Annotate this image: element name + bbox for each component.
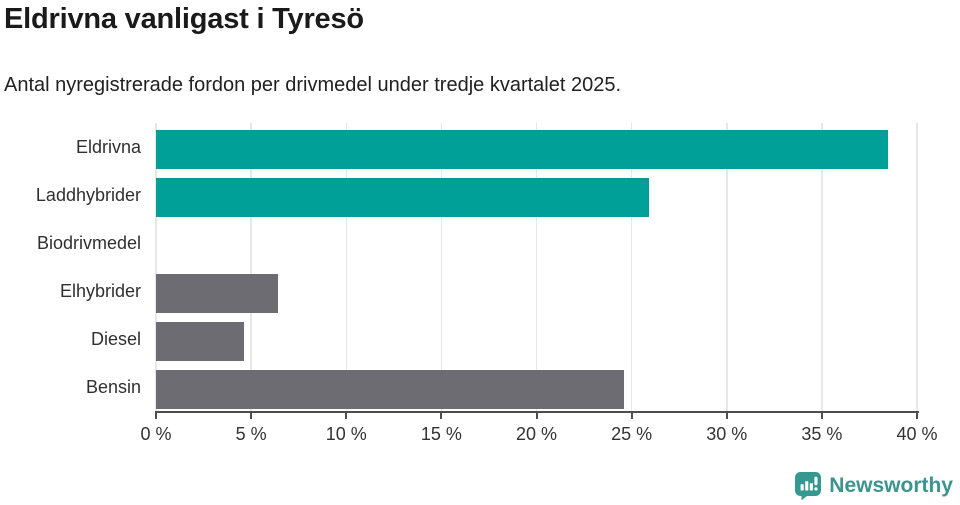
x-axis-tick-label-40: 40 % <box>896 424 938 444</box>
category-label-diesel: Diesel <box>90 328 141 349</box>
x-axis-tick-label-20: 20 % <box>515 424 558 444</box>
newsworthy-logo[interactable]: Newsworthy <box>794 471 953 501</box>
gridline-20 <box>535 123 538 411</box>
x-axis-tick-label-25: 25 % <box>611 424 653 444</box>
category-label-eldrivna: Eldrivna <box>75 136 141 157</box>
bar-elhybrider <box>156 274 278 313</box>
x-axis-tick-35 <box>820 413 823 419</box>
gridline-10 <box>345 123 347 411</box>
newsworthy-wordmark: Newsworthy <box>829 474 953 497</box>
x-axis-tick-label-5: 5 % <box>235 424 267 444</box>
x-axis-tick-label-0: 0 % <box>140 424 172 444</box>
x-axis-tick-label-15: 15 % <box>420 424 462 444</box>
x-axis-tick-label-30: 30 % <box>706 424 748 444</box>
gridline-25 <box>630 123 633 411</box>
bar-bensin <box>156 370 624 409</box>
x-axis-tick-label-10: 10 % <box>325 424 367 444</box>
x-axis-line <box>154 410 919 413</box>
gridline-5 <box>250 123 252 411</box>
chart-title: Eldrivna vanligast i Tyresö <box>4 3 364 35</box>
x-axis-tick-30 <box>725 413 728 419</box>
x-axis-tick-10 <box>345 413 348 419</box>
newsworthy-chart-bubble-icon <box>795 472 822 501</box>
x-axis-tick-20 <box>535 413 538 419</box>
chart-subtitle: Antal nyregistrerade fordon per drivmede… <box>4 74 622 96</box>
bar-diesel <box>156 322 244 361</box>
gridline-35 <box>821 123 823 411</box>
x-axis-tick-label-35: 35 % <box>801 424 843 444</box>
gridline-40 <box>916 123 918 411</box>
gridline-15 <box>440 123 443 411</box>
bar-laddhybrider <box>156 178 649 217</box>
category-label-elhybrider: Elhybrider <box>59 280 141 301</box>
category-label-laddhybrider: Laddhybrider <box>35 184 141 205</box>
category-label-biodrivmedel: Biodrivmedel <box>36 232 141 253</box>
gridline-30 <box>726 123 728 411</box>
x-axis-tick-5 <box>250 413 253 419</box>
x-axis-tick-15 <box>440 413 443 419</box>
x-axis-tick-40 <box>916 413 918 419</box>
category-label-bensin: Bensin <box>85 376 141 397</box>
bar-eldrivna <box>156 130 889 169</box>
x-axis-tick-25 <box>630 413 633 419</box>
x-axis-tick-0 <box>155 413 157 419</box>
gridline-0 <box>155 123 157 411</box>
